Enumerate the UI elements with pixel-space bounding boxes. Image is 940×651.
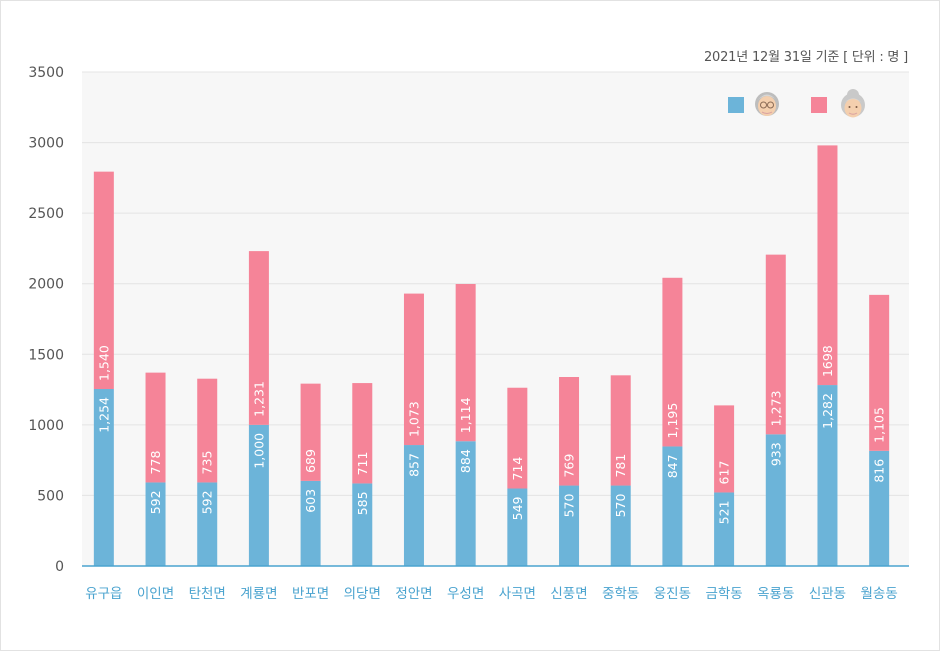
x-category-label: 의당면 (344, 586, 381, 602)
value-label-female-5: 711 (355, 452, 370, 476)
value-label-male-14: 1,282 (820, 393, 835, 429)
value-label-female-7: 1,114 (458, 397, 473, 433)
y-tick-label: 2500 (28, 206, 64, 222)
x-category-label: 탄천면 (189, 586, 226, 602)
value-label-male-5: 585 (355, 491, 370, 515)
bar-female-8 (507, 387, 528, 489)
bar-male-7 (455, 441, 476, 566)
value-label-male-7: 884 (458, 449, 473, 473)
reference-date-note: 2021년 12월 31일 기준 [ 단위 : 명 ] (703, 50, 908, 65)
value-label-female-3: 1,231 (251, 381, 266, 417)
bar-male-8 (507, 488, 528, 566)
bar-female-3 (248, 251, 269, 425)
value-label-male-8: 549 (510, 496, 525, 520)
bar-female-2 (197, 378, 218, 483)
x-category-label: 신관동 (809, 586, 846, 602)
bar-female-10 (610, 375, 631, 486)
value-label-female-12: 617 (717, 461, 732, 485)
x-category-label: 웅진동 (654, 586, 691, 602)
x-category-label: 옥룡동 (757, 586, 794, 602)
legend (728, 89, 865, 118)
y-tick-label: 0 (55, 559, 64, 575)
value-label-female-8: 714 (510, 457, 525, 481)
value-label-male-13: 933 (768, 442, 783, 466)
x-category-label: 우성면 (447, 586, 484, 602)
x-category-label: 월송동 (861, 586, 898, 602)
value-label-female-0: 1,540 (96, 345, 111, 381)
value-label-female-9: 769 (562, 454, 577, 478)
value-label-male-4: 603 (303, 489, 318, 513)
bar-male-9 (559, 485, 580, 566)
x-category-label: 신풍면 (550, 586, 587, 602)
bar-female-14 (817, 145, 838, 386)
x-category-label: 반포면 (292, 586, 329, 602)
y-tick-label: 3500 (28, 65, 64, 81)
bar-male-10 (610, 485, 631, 566)
y-tick-label: 1500 (28, 347, 64, 363)
legend-female-swatch (811, 97, 827, 113)
value-label-male-11: 847 (665, 454, 680, 478)
value-label-female-1: 778 (148, 451, 163, 475)
bar-female-12 (714, 405, 735, 493)
x-category-label: 이인면 (137, 586, 174, 602)
bar-male-5 (352, 483, 373, 566)
x-category-label: 금학동 (705, 586, 742, 602)
y-tick-label: 500 (37, 488, 64, 504)
bar-female-15 (869, 294, 890, 451)
value-label-female-4: 689 (303, 449, 318, 473)
value-label-male-1: 592 (148, 490, 163, 514)
value-label-female-10: 781 (613, 454, 628, 478)
bar-male-1 (145, 482, 166, 566)
value-label-male-15: 816 (872, 459, 887, 483)
grandfather-icon (755, 92, 779, 116)
grandmother-icon (841, 89, 865, 118)
value-label-male-9: 570 (562, 494, 577, 518)
value-label-male-2: 592 (200, 490, 215, 514)
bar-male-12 (714, 492, 735, 566)
x-category-label: 유구읍 (85, 586, 122, 602)
bar-female-1 (145, 372, 166, 483)
value-label-male-12: 521 (717, 500, 732, 524)
value-label-female-15: 1,105 (872, 407, 887, 443)
bar-male-0 (93, 389, 114, 566)
bar-female-6 (403, 293, 424, 446)
bar-male-3 (248, 424, 269, 566)
y-axis: 0 500 1000 1500 2000 2500 3000 3500 (28, 65, 64, 575)
bar-male-13 (765, 434, 786, 566)
value-label-female-13: 1,273 (768, 391, 783, 427)
bar-male-6 (403, 445, 424, 566)
bars: 1,254 1,540 592 778 592 735 1,000 1,231 603 689 58… (93, 145, 890, 566)
y-tick-label: 3000 (28, 136, 64, 152)
bar-female-7 (455, 283, 476, 442)
y-tick-label: 2000 (28, 277, 64, 293)
bar-female-11 (662, 277, 683, 447)
value-label-female-14: 1698 (820, 345, 835, 377)
value-label-male-6: 857 (406, 453, 421, 477)
bar-female-9 (559, 377, 580, 486)
bar-female-5 (352, 383, 373, 484)
value-label-male-10: 570 (613, 494, 628, 518)
y-tick-label: 1000 (28, 418, 64, 434)
x-axis: 유구읍 이인면 탄천면 계룡면 반포면 의당면 정안면 우성면 사곡면 신풍면 중학동 웅진동 금학동 옥… (82, 565, 909, 602)
bar-female-0 (93, 171, 114, 390)
bar-male-11 (662, 446, 683, 566)
bar-female-4 (300, 383, 321, 481)
bar-male-15 (869, 450, 890, 566)
value-label-female-6: 1,073 (406, 401, 421, 437)
bar-male-14 (817, 385, 838, 566)
bar-female-13 (765, 254, 786, 435)
x-category-label: 정안면 (395, 586, 432, 602)
x-category-label: 중학동 (602, 586, 639, 602)
x-category-label: 계룡면 (240, 586, 277, 602)
value-label-female-2: 735 (200, 451, 215, 475)
value-label-male-0: 1,254 (96, 397, 111, 433)
value-label-female-11: 1,195 (665, 403, 680, 439)
bar-male-2 (197, 482, 218, 566)
value-label-male-3: 1,000 (251, 433, 266, 469)
x-category-label: 사곡면 (499, 586, 536, 602)
legend-male-swatch (728, 97, 744, 113)
bar-male-4 (300, 480, 321, 566)
